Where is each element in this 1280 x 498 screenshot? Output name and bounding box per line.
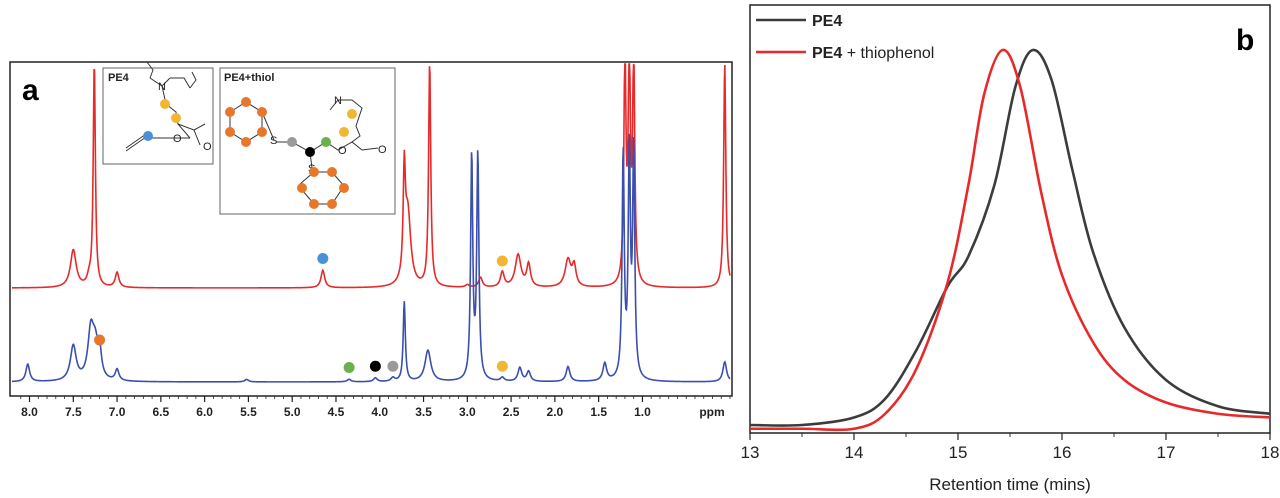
pe4-yellow-marker-1 <box>160 99 170 109</box>
retention-tick-label: 14 <box>845 443 864 462</box>
ppm-tick-label: 3.5 <box>415 405 432 419</box>
pe4-atom-n: N <box>158 81 166 93</box>
thiol-grey-marker <box>287 137 297 147</box>
ppm-tick-label: 5.0 <box>284 405 301 419</box>
ppm-tick-label: 1.0 <box>634 405 651 419</box>
inset-pe4-thiol-structure: PE4+thiol S S O O N <box>219 67 396 215</box>
ppm-tick-label: 2.0 <box>547 405 564 419</box>
ppm-tick-label: 8.0 <box>21 405 38 419</box>
marker-blue-1 <box>317 253 329 264</box>
thiol-atom-o2: O <box>378 144 387 156</box>
retention-tick-label: 15 <box>949 443 968 462</box>
retention-tick-label: 16 <box>1053 443 1072 462</box>
inset-pe4-label: PE4 <box>108 72 130 84</box>
inset-pe4-thiol-label: PE4+thiol <box>224 72 274 84</box>
legend-label-pe4-thiophenol: PE4 + thiophenol <box>812 45 934 62</box>
inset-pe4-frame <box>102 67 214 165</box>
thiol-green-marker <box>321 137 331 147</box>
ppm-tick-label: 1.5 <box>590 405 607 419</box>
panel-a-letter: a <box>22 74 39 107</box>
inset-pe4-structure: PE4 N O O <box>102 61 214 165</box>
ppm-axis: 8.0 7.5 7.0 6.5 6.0 5.5 5.0 4.5 4.0 3.5 3.0 2.5 2.0 1… <box>20 396 731 419</box>
legend: PE4 PE4 + thiophenol <box>756 13 934 62</box>
thiol-black-marker <box>305 147 315 157</box>
pe4-atom-o2: O <box>203 141 212 153</box>
ppm-axis-label: ppm <box>699 405 724 419</box>
marker-yellow-2 <box>496 255 508 267</box>
ppm-tick-label: 7.0 <box>109 405 126 419</box>
thiol-yellow-marker-2 <box>339 127 349 137</box>
thiol-atom-n: N <box>334 95 342 107</box>
nmr-series-1 <box>11 63 731 289</box>
panel-b: b 13 14 15 16 17 18 Retention time (mins) PE4… <box>741 4 1280 494</box>
thiol-yellow-marker-1 <box>347 109 357 119</box>
retention-tick-label: 13 <box>741 443 760 462</box>
retention-axis: 13 14 15 16 17 18 <box>741 433 1280 462</box>
ppm-tick-label: 3.0 <box>459 405 476 419</box>
gpc-series-1 <box>749 48 1271 427</box>
retention-tick-label: 17 <box>1157 443 1176 462</box>
ppm-tick-label: 6.0 <box>196 405 213 419</box>
thiol-orange-markers <box>225 97 349 209</box>
gpc-curves <box>749 48 1271 432</box>
pe4-skeleton <box>125 61 206 152</box>
marker-orange-3 <box>94 334 106 346</box>
panel-a: a 8.0 7.5 7.0 6.5 6.0 5.5 5.0 4.5 4.0 3.5 3.0 2.5 2.… <box>9 61 733 419</box>
thiol-atom-o1: O <box>338 145 347 157</box>
nmr-series-2 <box>11 133 731 383</box>
nmr-spectra <box>11 63 731 383</box>
panel-b-frame <box>749 4 1271 434</box>
thiol-atom-s1: S <box>270 135 277 147</box>
ppm-tick-label: 5.5 <box>240 405 257 419</box>
ppm-tick-label: 6.5 <box>153 405 170 419</box>
marker-yellow-7 <box>496 360 508 372</box>
pe4-yellow-marker-2 <box>171 113 181 123</box>
marker-black-5 <box>369 360 381 372</box>
ppm-tick-label: 2.5 <box>503 405 520 419</box>
ppm-tick-label: 4.0 <box>371 405 388 419</box>
ppm-tick-label: 4.5 <box>328 405 345 419</box>
legend-label-pe4: PE4 <box>812 13 842 30</box>
ppm-tick-label: 7.5 <box>65 405 82 419</box>
retention-axis-title: Retention time (mins) <box>929 475 1091 494</box>
retention-tick-label: 18 <box>1261 443 1280 462</box>
gpc-series-2 <box>750 48 1271 432</box>
pe4-atom-o1: O <box>173 133 182 145</box>
peak-markers <box>94 253 508 373</box>
marker-green-4 <box>343 362 355 373</box>
pe4-blue-marker <box>143 131 153 141</box>
marker-grey-6 <box>387 360 399 372</box>
panel-b-letter: b <box>1236 24 1254 57</box>
